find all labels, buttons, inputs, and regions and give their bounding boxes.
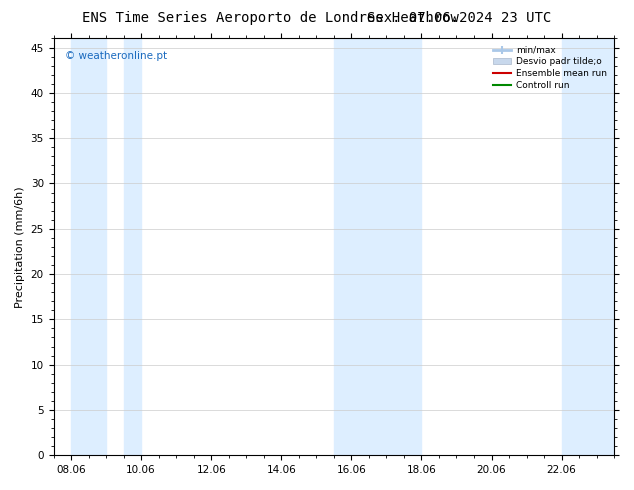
Bar [71,39,106,455]
Bar [124,39,141,455]
Bar [334,39,404,455]
Text: © weatheronline.pt: © weatheronline.pt [65,51,167,61]
Bar [562,39,614,455]
Bar [404,39,422,455]
Y-axis label: Precipitation (mm/6h): Precipitation (mm/6h) [15,186,25,308]
Text: ENS Time Series Aeroporto de Londres Heathrow: ENS Time Series Aeroporto de Londres Hea… [82,11,459,25]
Text: Sex. 07.06.2024 23 UTC: Sex. 07.06.2024 23 UTC [367,11,552,25]
Legend: min/max, Desvio padr tilde;o, Ensemble mean run, Controll run: min/max, Desvio padr tilde;o, Ensemble m… [491,43,610,93]
